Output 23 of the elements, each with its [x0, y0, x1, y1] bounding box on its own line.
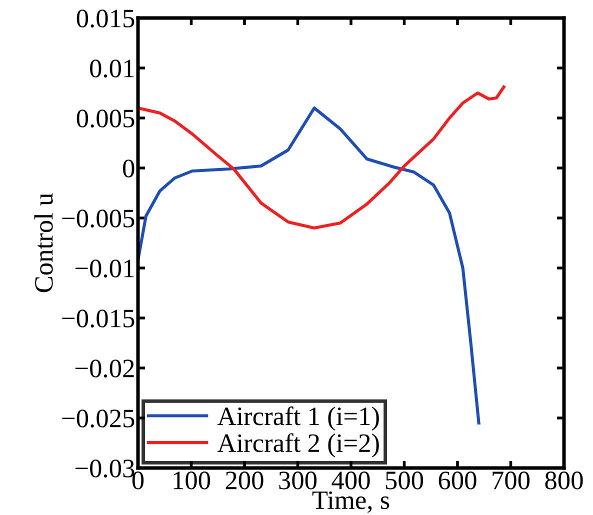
x-tick-label: 600 — [438, 472, 476, 490]
y-tick-label: 0.01 — [90, 60, 134, 78]
legend-label: Aircraft 2 (i=2) — [217, 433, 379, 458]
x-tick-label: 700 — [492, 472, 530, 490]
x-tick-label: 100 — [174, 472, 210, 490]
x-axis-title: Time, s — [312, 491, 390, 513]
y-tick-label: −0.03 — [75, 460, 134, 478]
y-tick-label: 0.005 — [76, 110, 134, 128]
x-tick-label: 500 — [386, 472, 424, 490]
x-tick-label: 200 — [226, 472, 264, 490]
y-tick-label: −0.005 — [62, 210, 134, 228]
x-tick-label: 400 — [332, 472, 370, 490]
y-tick-label: −0.02 — [75, 360, 134, 378]
y-tick-label: −0.015 — [62, 310, 134, 328]
y-axis-title: Control u — [34, 193, 53, 292]
x-tick-label: 300 — [279, 472, 317, 490]
y-tick-label: 0.015 — [76, 10, 134, 28]
legend-label: Aircraft 1 (i=1) — [217, 406, 379, 431]
y-tick-label: −0.025 — [62, 410, 134, 428]
y-tick-label: 0 — [123, 160, 134, 178]
line-series — [138, 85, 506, 230]
y-tick-label: −0.01 — [75, 260, 134, 278]
x-tick-label: 800 — [545, 472, 583, 490]
